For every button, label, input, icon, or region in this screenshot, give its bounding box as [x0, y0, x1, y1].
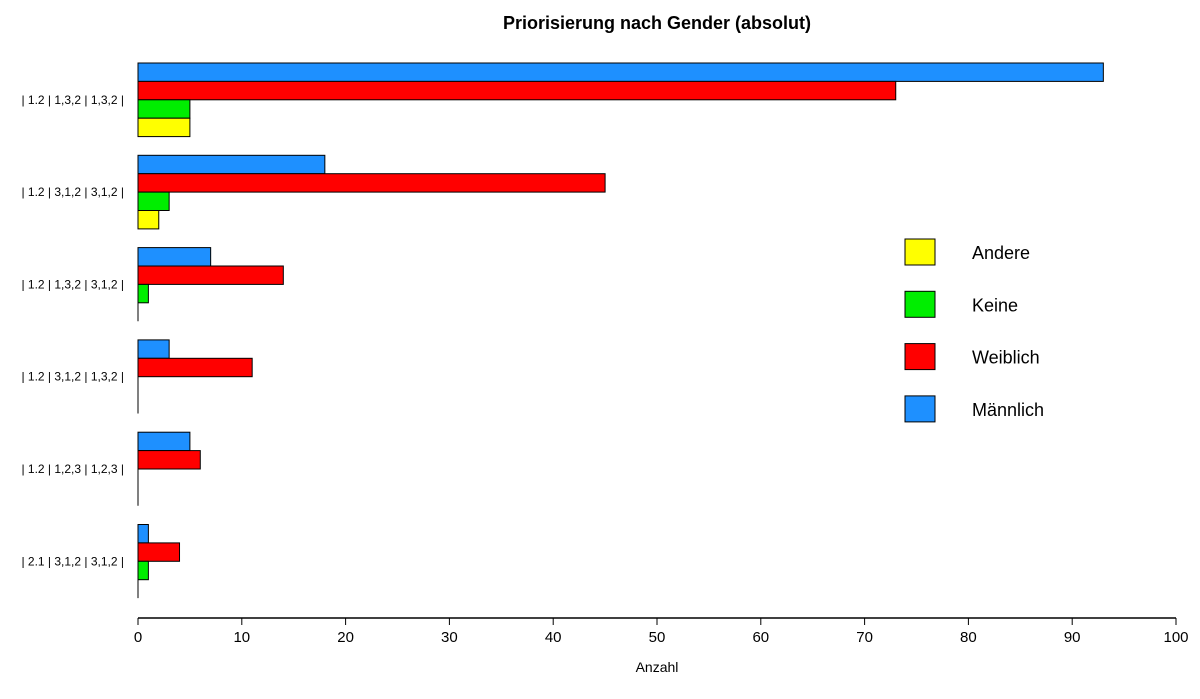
legend-label-m-nnlich: Männlich [972, 400, 1044, 420]
bar-keine-1 [137, 191, 170, 212]
legend-label-weiblich: Weiblich [972, 348, 1040, 368]
x-tick-label: 80 [960, 629, 977, 646]
category-labels: | 1.2 | 1,3,2 | 1,3,2 | | 1.2 | 3,1,2 | 3… [21, 93, 124, 568]
x-tick-label: 30 [441, 629, 458, 646]
category-label: | 1.2 | 1,2,3 | 1,2,3 | [21, 462, 124, 476]
bar-m-nnlich-0 [137, 62, 1104, 82]
bar-keine-5 [137, 560, 149, 581]
bar-weiblich-1 [137, 173, 606, 193]
legend-swatch-andere [904, 238, 936, 266]
bar-m-nnlich-4 [137, 431, 191, 452]
legend-label-andere: Andere [972, 243, 1030, 263]
legend-label-keine: Keine [972, 295, 1018, 315]
bar-m-nnlich-2 [137, 247, 212, 267]
bar-weiblich-3 [137, 357, 253, 378]
x-axis: 0 10 20 30 40 50 60 70 80 90 100 [134, 617, 1189, 646]
bars-group [137, 62, 1104, 599]
legend-swatch-m-nnlich [904, 395, 936, 423]
category-label: | 1.2 | 3,1,2 | 1,3,2 | [21, 370, 124, 384]
legend: Andere Keine Weiblich Männlich [904, 238, 1044, 423]
x-tick-label: 90 [1064, 629, 1081, 646]
bar-andere-1 [137, 210, 160, 230]
category-label: | 1.2 | 1,3,2 | 3,1,2 | [21, 277, 124, 291]
x-tick-label: 50 [649, 629, 666, 646]
x-tick-label: 20 [337, 629, 354, 646]
bar-keine-2 [137, 283, 149, 304]
bar-keine-0 [137, 99, 191, 119]
bar-weiblich-5 [137, 542, 181, 562]
bar-m-nnlich-3 [137, 339, 170, 359]
x-tick-label: 10 [233, 629, 250, 646]
x-tick-label: 40 [545, 629, 562, 646]
category-label: | 2.1 | 3,1,2 | 3,1,2 | [21, 554, 124, 568]
x-tick-label: 0 [134, 629, 142, 646]
chart-title: Priorisierung nach Gender (absolut) [503, 13, 811, 33]
legend-swatch-weiblich [904, 343, 936, 371]
x-tick-label: 70 [856, 629, 873, 646]
bar-m-nnlich-5 [137, 524, 149, 544]
bar-m-nnlich-1 [137, 154, 326, 175]
legend-swatch-keine [904, 290, 936, 318]
x-tick-label: 60 [752, 629, 769, 646]
x-axis-label: Anzahl [636, 659, 679, 675]
bar-weiblich-2 [137, 265, 284, 285]
x-tick-label: 100 [1163, 629, 1188, 646]
bar-weiblich-0 [137, 80, 897, 101]
bar-andere-0 [137, 117, 191, 138]
category-label: | 1.2 | 3,1,2 | 3,1,2 | [21, 185, 124, 199]
category-label: | 1.2 | 1,3,2 | 1,3,2 | [21, 93, 124, 107]
bar-weiblich-4 [137, 450, 201, 470]
